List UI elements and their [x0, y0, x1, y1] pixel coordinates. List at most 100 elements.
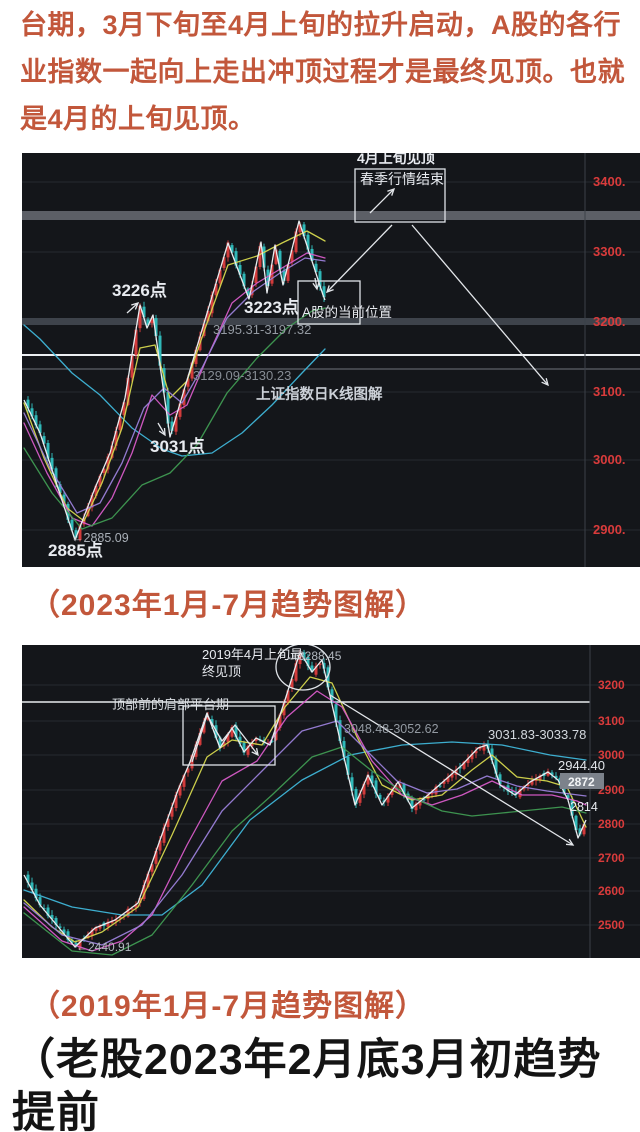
ma-line-ma30-purple	[23, 720, 587, 946]
candle-body	[462, 761, 466, 769]
candle-body	[170, 807, 174, 817]
candle-body	[122, 402, 126, 416]
candle-body	[490, 748, 494, 761]
candle-body	[62, 929, 66, 934]
candle-body	[178, 403, 182, 417]
y-axis-label: 3200	[598, 678, 625, 692]
candle-body	[70, 519, 74, 531]
candle-body	[246, 288, 250, 295]
label-2944: 2944.40	[558, 758, 605, 773]
ma-line-ma10-magenta	[23, 252, 326, 527]
candle-body	[90, 495, 94, 508]
article-paragraph: 台期，3月下旬至4月上旬的拉升启动，A股的各行 业指数一起向上走出冲顶过程才是最…	[20, 10, 625, 134]
candle-body	[146, 319, 150, 326]
label-2885: 2885点	[48, 540, 103, 560]
highlight-band	[22, 211, 640, 220]
candle-body	[110, 445, 114, 458]
y-axis-label: 2900.	[593, 522, 626, 537]
candle-body	[162, 827, 166, 843]
candle-body	[538, 775, 542, 781]
annotation-arrow	[126, 302, 139, 314]
candle-body	[186, 378, 190, 387]
candle-body	[74, 530, 78, 538]
candle-body	[242, 742, 246, 753]
candle-body	[370, 775, 374, 784]
annotation-arrow	[191, 714, 259, 763]
candle-body	[58, 484, 62, 494]
label-chart-title: 上证指数日K线图解	[256, 385, 383, 403]
candle-body	[106, 456, 110, 470]
candle-body	[166, 818, 170, 827]
candle-body	[190, 362, 194, 379]
candle-body	[98, 475, 102, 487]
candle-body	[262, 246, 266, 268]
candle-body	[318, 271, 322, 287]
arrow-head	[387, 187, 396, 196]
candle-body	[214, 283, 218, 296]
candle-body	[338, 720, 342, 742]
candle-body	[526, 784, 530, 787]
candle-body	[182, 389, 186, 406]
candle-body	[94, 927, 98, 931]
label-gap-2: 3129.09-3130.23	[193, 368, 291, 383]
candle-body	[150, 318, 154, 324]
y-axis-label: 2600	[598, 884, 625, 898]
candle-body	[78, 940, 82, 949]
candle-body	[470, 754, 474, 760]
kline-chart-2019[interactable]: 3200 3100 3000 2900 2800 2700 2600 2500 2019年4月上…	[22, 645, 640, 958]
candle-body	[290, 250, 294, 263]
candle-body	[234, 725, 238, 738]
candle-body	[134, 329, 138, 355]
chart-background	[22, 153, 640, 567]
kline-chart-2019-svg[interactable]: 3200 3100 3000 2900 2800 2700 2600 2500 2019年4月上…	[22, 645, 640, 958]
candle-body	[138, 305, 142, 329]
candle-body	[346, 756, 350, 775]
candle-body	[130, 355, 134, 378]
y-axis-label: 2700	[598, 851, 625, 865]
candle-body	[414, 803, 418, 811]
arrow-head	[565, 838, 575, 846]
candle-body	[582, 824, 586, 835]
candle-body	[166, 392, 170, 424]
candle-body	[70, 939, 74, 943]
annotation-arrow	[369, 188, 395, 214]
candle-body	[430, 791, 434, 795]
candle-body	[38, 897, 42, 906]
candle-body	[218, 269, 222, 284]
candle-body	[578, 828, 582, 835]
candle-body	[230, 726, 234, 737]
candle-body	[154, 318, 158, 337]
candle-body	[494, 758, 498, 774]
candle-body	[466, 758, 470, 764]
price-trend-line	[23, 220, 326, 541]
label-3288-value: ←3288.45	[286, 649, 342, 663]
candle-body	[270, 740, 274, 742]
label-3031-range: 3031.83-3033.78	[488, 727, 586, 742]
candle-body	[446, 776, 450, 782]
label-2872: 2872	[568, 775, 595, 789]
candle-body	[162, 368, 166, 393]
candle-body	[386, 796, 390, 803]
candle-body	[518, 789, 522, 798]
arrow-head	[158, 427, 166, 437]
candle-body	[230, 245, 234, 253]
candle-body	[374, 780, 378, 794]
candle-body	[278, 250, 282, 270]
y-axis-label: 3300.	[593, 244, 626, 259]
candle-body	[390, 791, 394, 795]
candle-body	[102, 468, 106, 474]
candle-body	[514, 791, 518, 795]
candle-body	[510, 790, 514, 793]
candle-body	[362, 783, 366, 795]
candle-body	[410, 798, 414, 809]
candle-body	[158, 840, 162, 851]
candle-body	[174, 794, 178, 809]
arrow-head	[541, 378, 549, 387]
candle-body	[170, 421, 174, 431]
kline-chart-2023-svg[interactable]: 3400. 3300. 3200. 3100. 3000. 2900. 4月上旬见顶春季行情…	[22, 153, 640, 567]
ma-line-ma20-green	[23, 307, 326, 530]
candle-body	[474, 750, 478, 754]
candle-body	[434, 786, 438, 795]
candle-body	[450, 773, 454, 778]
kline-chart-2023[interactable]: 3400. 3300. 3200. 3100. 3000. 2900. 4月上旬见顶 春季行情…	[22, 153, 640, 567]
